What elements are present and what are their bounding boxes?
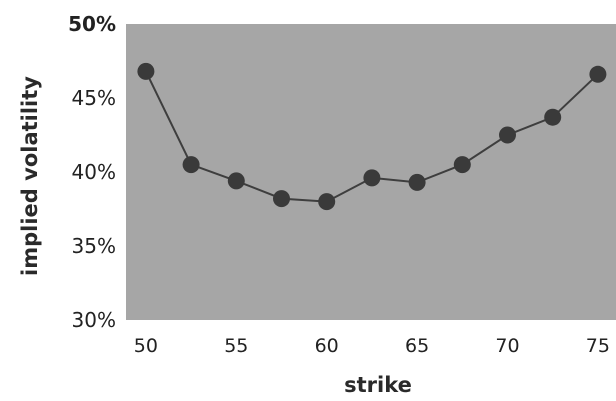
data-point-9: [499, 126, 516, 144]
x-tick-label-60: 60: [315, 335, 339, 357]
x-axis-title: strike: [344, 373, 412, 397]
data-point-8: [453, 156, 471, 174]
data-point-5: [318, 193, 336, 211]
y-tick-label-30: 30%: [72, 308, 116, 332]
data-point-6: [363, 169, 381, 187]
data-point-1: [137, 62, 155, 80]
y-tick-label-35: 35%: [72, 234, 116, 258]
y-tick-labels: 30% 35% 40% 45% 50%: [68, 12, 116, 332]
x-tick-label-75: 75: [586, 335, 610, 357]
data-point-4: [273, 190, 290, 208]
x-tick-label-55: 55: [224, 335, 248, 357]
x-tick-labels: 50 55 60 65 70 75: [134, 335, 610, 357]
data-point-7: [408, 173, 426, 191]
y-axis-title: implied volatility: [18, 76, 42, 276]
data-point-2: [182, 156, 200, 174]
data-point-3: [227, 172, 245, 190]
data-point-11: [589, 65, 607, 83]
series-layer: [137, 62, 607, 211]
x-tick-label-65: 65: [405, 335, 429, 357]
y-tick-label-50: 50%: [68, 12, 116, 36]
data-point-10: [544, 108, 562, 126]
x-tick-label-50: 50: [134, 335, 158, 357]
y-tick-label-40: 40%: [72, 160, 116, 184]
x-tick-label-70: 70: [495, 335, 519, 357]
y-tick-label-45: 45%: [72, 86, 116, 110]
